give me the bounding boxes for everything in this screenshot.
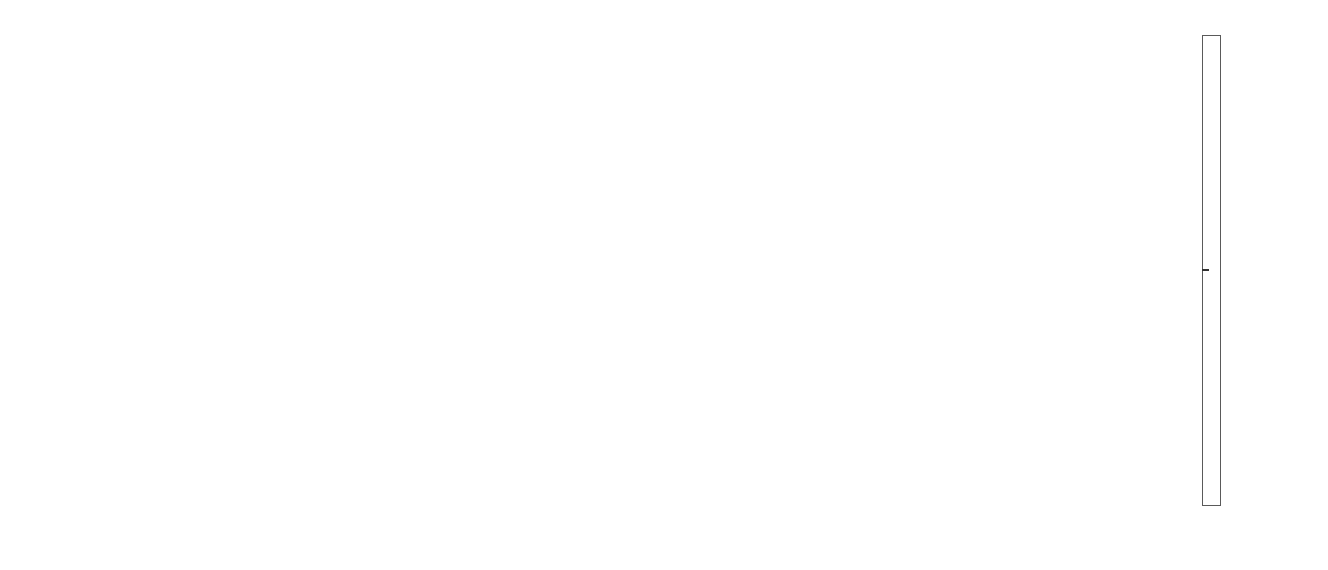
panel-title-pc1	[105, 0, 584, 30]
colorbar-zero-tick	[1202, 269, 1209, 271]
panel-pc2-f2	[663, 36, 1143, 251]
panel-pc2-f1	[663, 293, 1143, 507]
panel-title-pc2	[663, 0, 1143, 30]
panel-pc1-f2	[105, 36, 584, 251]
panel-pc1-f1	[105, 293, 584, 507]
